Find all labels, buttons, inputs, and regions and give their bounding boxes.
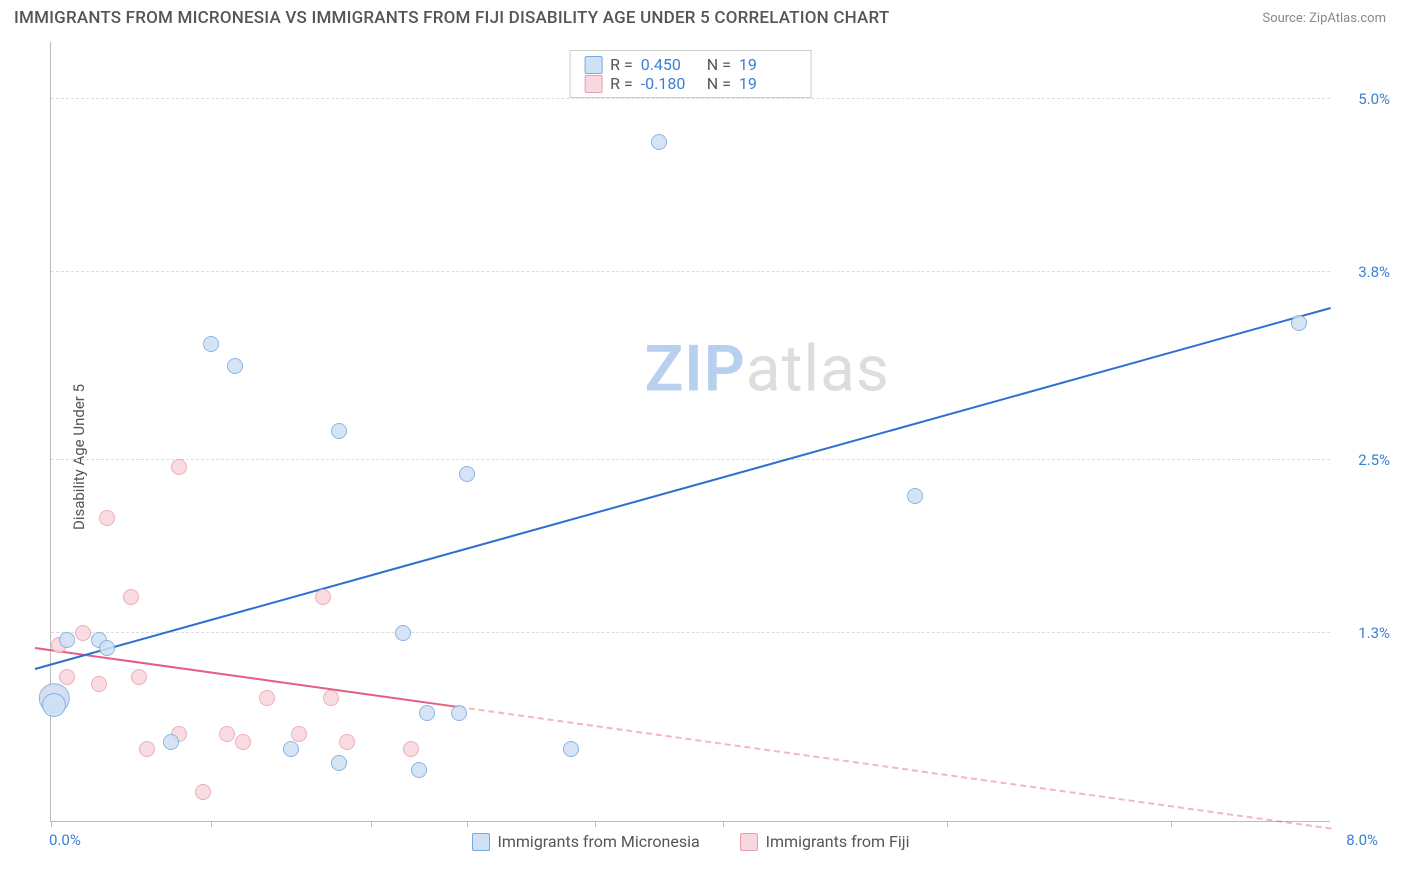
- r-label: R =: [610, 55, 633, 74]
- data-point: [163, 734, 179, 750]
- data-point: [139, 741, 155, 757]
- data-point: [283, 741, 299, 757]
- series-legend: Immigrants from Micronesia Immigrants fr…: [51, 832, 1330, 851]
- y-tick-label: 2.5%: [1358, 451, 1390, 469]
- data-point: [451, 705, 467, 721]
- stats-row-micronesia: R = 0.450 N = 19: [584, 55, 797, 74]
- watermark-zip: ZIP: [645, 332, 746, 407]
- x-tick: [723, 821, 724, 827]
- swatch-icon: [472, 833, 490, 851]
- x-tick: [947, 821, 948, 827]
- data-point: [395, 625, 411, 641]
- data-point: [315, 589, 331, 605]
- n-label: N =: [707, 74, 731, 93]
- n-value-fiji: 19: [739, 74, 797, 93]
- x-tick: [371, 821, 372, 827]
- data-point: [459, 466, 475, 482]
- y-tick-label: 1.3%: [1358, 624, 1390, 642]
- swatch-icon: [740, 833, 758, 851]
- legend-label-fiji: Immigrants from Fiji: [766, 832, 910, 851]
- stats-row-fiji: R = -0.180 N = 19: [584, 74, 797, 93]
- data-point: [99, 640, 115, 656]
- x-tick: [1171, 821, 1172, 827]
- data-point: [219, 726, 235, 742]
- gridline: [51, 98, 1330, 99]
- data-point: [75, 625, 91, 641]
- legend-label-micronesia: Immigrants from Micronesia: [498, 832, 700, 851]
- r-label: R =: [610, 74, 633, 93]
- data-point: [123, 589, 139, 605]
- chart-source: Source: ZipAtlas.com: [1262, 11, 1386, 26]
- r-value-micronesia: 0.450: [641, 55, 699, 74]
- data-point: [42, 693, 66, 717]
- watermark-atlas: atlas: [746, 332, 890, 407]
- data-point: [907, 488, 923, 504]
- swatch-icon: [584, 56, 602, 74]
- data-point: [59, 632, 75, 648]
- data-point: [331, 423, 347, 439]
- stats-legend-box: R = 0.450 N = 19 R = -0.180 N = 19: [569, 50, 812, 98]
- data-point: [235, 734, 251, 750]
- data-point: [331, 755, 347, 771]
- n-value-micronesia: 19: [739, 55, 797, 74]
- data-point: [227, 358, 243, 374]
- chart-header: IMMIGRANTS FROM MICRONESIA VS IMMIGRANTS…: [0, 0, 1406, 32]
- data-point: [131, 669, 147, 685]
- data-point: [403, 741, 419, 757]
- data-point: [411, 762, 427, 778]
- x-tick: [51, 821, 52, 827]
- r-value-fiji: -0.180: [641, 74, 699, 93]
- swatch-icon: [584, 75, 602, 93]
- n-label: N =: [707, 55, 731, 74]
- gridline: [51, 632, 1330, 633]
- data-point: [291, 726, 307, 742]
- y-tick-label: 3.8%: [1358, 263, 1390, 281]
- data-point: [1291, 315, 1307, 331]
- data-point: [195, 784, 211, 800]
- data-point: [339, 734, 355, 750]
- data-point: [563, 741, 579, 757]
- x-tick: [467, 821, 468, 827]
- data-point: [419, 705, 435, 721]
- gridline: [51, 459, 1330, 460]
- legend-item-fiji: Immigrants from Fiji: [740, 832, 910, 851]
- data-point: [259, 690, 275, 706]
- watermark: ZIPatlas: [645, 332, 890, 407]
- legend-item-micronesia: Immigrants from Micronesia: [472, 832, 700, 851]
- gridline: [51, 271, 1330, 272]
- plot-area: ZIPatlas R = 0.450 N = 19 R = -0.180 N =…: [50, 42, 1330, 822]
- y-tick-label: 5.0%: [1358, 90, 1390, 108]
- data-point: [203, 336, 219, 352]
- data-point: [59, 669, 75, 685]
- data-point: [91, 676, 107, 692]
- x-tick: [595, 821, 596, 827]
- data-point: [323, 690, 339, 706]
- chart-title: IMMIGRANTS FROM MICRONESIA VS IMMIGRANTS…: [14, 8, 889, 28]
- x-max-label: 8.0%: [1346, 831, 1378, 849]
- data-point: [99, 510, 115, 526]
- data-point: [171, 459, 187, 475]
- data-point: [651, 134, 667, 150]
- chart-container: Disability Age Under 5 ZIPatlas R = 0.45…: [0, 32, 1406, 882]
- x-tick: [211, 821, 212, 827]
